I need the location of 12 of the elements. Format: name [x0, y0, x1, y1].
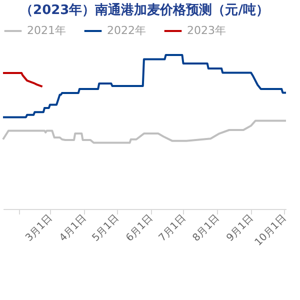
chart-title: （2023年）南通港加麦价格预测（元/吨）	[20, 2, 269, 18]
x-tick-label: 9月1日	[224, 212, 256, 244]
legend-label: 2022年	[107, 24, 146, 37]
x-tick-label: 10月1日	[253, 212, 289, 248]
x-tick-label: 3月1日	[24, 212, 55, 244]
x-tick-label: 6月1日	[124, 212, 156, 244]
x-tick-label: 8月1日	[190, 212, 222, 244]
legend-label: 2021年	[27, 24, 66, 37]
legend-label: 2023年	[187, 24, 226, 37]
x-tick-label: 5月1日	[90, 212, 122, 244]
x-tick-label: 7月1日	[157, 212, 188, 244]
x-tick-label: 4月1日	[58, 212, 89, 244]
